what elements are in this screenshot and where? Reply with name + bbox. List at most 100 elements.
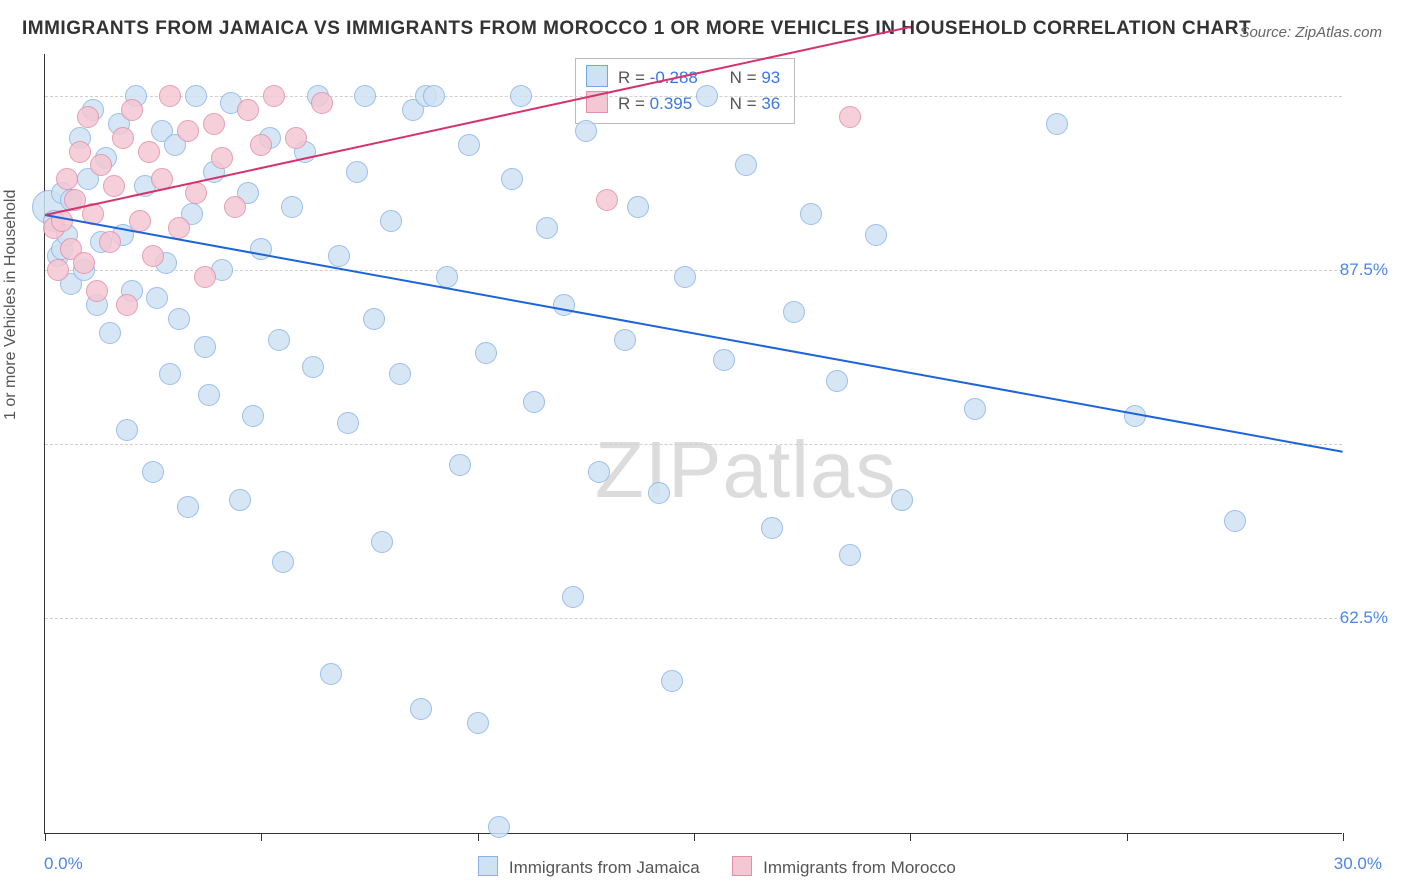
x-tick: [261, 833, 262, 841]
morocco-point: [86, 280, 108, 302]
morocco-point: [129, 210, 151, 232]
morocco-point: [43, 217, 65, 239]
jamaica-point: [783, 301, 805, 323]
y-tick-label: 62.5%: [1340, 608, 1388, 628]
x-tick: [1343, 833, 1344, 841]
jamaica-point: [839, 544, 861, 566]
jamaica-point: [95, 147, 117, 169]
morocco-point: [177, 120, 199, 142]
jamaica-point: [181, 203, 203, 225]
jamaica-point: [198, 384, 220, 406]
morocco-point: [168, 217, 190, 239]
x-tick: [45, 833, 46, 841]
jamaica-point: [237, 182, 259, 204]
jamaica-point: [121, 280, 143, 302]
gridline: [45, 444, 1342, 445]
jamaica-point: [60, 273, 82, 295]
trendline: [45, 214, 1343, 453]
legend-row: R = -0.288N = 93: [586, 65, 780, 91]
jamaica-point: [302, 356, 324, 378]
jamaica-point: [614, 329, 636, 351]
jamaica-point: [1224, 510, 1246, 532]
morocco-point: [112, 127, 134, 149]
morocco-point: [69, 141, 91, 163]
jamaica-point: [800, 203, 822, 225]
jamaica-point: [523, 391, 545, 413]
jamaica-point: [467, 712, 489, 734]
jamaica-point: [159, 363, 181, 385]
jamaica-point: [320, 663, 342, 685]
jamaica-point: [713, 349, 735, 371]
jamaica-point: [281, 196, 303, 218]
jamaica-point: [363, 308, 385, 330]
morocco-point: [99, 231, 121, 253]
jamaica-point: [151, 120, 173, 142]
morocco-point: [237, 99, 259, 121]
jamaica-point: [108, 113, 130, 135]
morocco-point: [60, 238, 82, 260]
morocco-point: [138, 141, 160, 163]
morocco-point: [285, 127, 307, 149]
morocco-swatch: [732, 856, 752, 876]
jamaica-point: [964, 398, 986, 420]
morocco-point: [56, 168, 78, 190]
jamaica-point: [627, 196, 649, 218]
x-tick: [910, 833, 911, 841]
jamaica-legend-label: Immigrants from Jamaica: [509, 858, 700, 877]
jamaica-point: [562, 586, 584, 608]
jamaica-point: [164, 134, 186, 156]
jamaica-point: [272, 551, 294, 573]
jamaica-point: [588, 461, 610, 483]
x-tick: [478, 833, 479, 841]
jamaica-point: [648, 482, 670, 504]
jamaica-point: [346, 161, 368, 183]
morocco-point: [224, 196, 246, 218]
jamaica-point: [229, 489, 251, 511]
jamaica-point: [410, 698, 432, 720]
jamaica-point: [86, 294, 108, 316]
morocco-point: [596, 189, 618, 211]
jamaica-point: [51, 238, 73, 260]
morocco-point: [839, 106, 861, 128]
jamaica-point: [194, 336, 216, 358]
jamaica-point: [337, 412, 359, 434]
source-label: Source: ZipAtlas.com: [1239, 24, 1382, 41]
jamaica-point: [458, 134, 480, 156]
jamaica-point: [90, 231, 112, 253]
jamaica-point: [402, 99, 424, 121]
jamaica-point: [47, 245, 69, 267]
y-axis-label: 1 or more Vehicles in Household: [2, 190, 20, 420]
morocco-point: [185, 182, 207, 204]
jamaica-point: [268, 329, 290, 351]
jamaica-point: [735, 154, 757, 176]
morocco-point: [90, 154, 112, 176]
jamaica-point: [1046, 113, 1068, 135]
jamaica-point: [242, 405, 264, 427]
watermark: ZIPatlas: [595, 424, 896, 516]
jamaica-point: [99, 322, 121, 344]
chart-title: IMMIGRANTS FROM JAMAICA VS IMMIGRANTS FR…: [22, 18, 1251, 40]
jamaica-swatch: [478, 856, 498, 876]
plot-area: ZIPatlas R = -0.288N = 93R = 0.395N = 36: [44, 54, 1342, 834]
gridline: [45, 270, 1342, 271]
jamaica-point: [475, 342, 497, 364]
jamaica-point: [389, 363, 411, 385]
jamaica-point: [116, 419, 138, 441]
jamaica-point: [328, 245, 350, 267]
jamaica-point: [56, 224, 78, 246]
morocco-point: [121, 99, 143, 121]
jamaica-point: [168, 308, 190, 330]
jamaica-point: [488, 816, 510, 838]
jamaica-point: [82, 99, 104, 121]
morocco-point: [142, 245, 164, 267]
jamaica-point: [826, 370, 848, 392]
y-tick-label: 87.5%: [1340, 260, 1388, 280]
morocco-legend-label: Immigrants from Morocco: [763, 858, 956, 877]
jamaica-point: [661, 670, 683, 692]
jamaica-point: [259, 127, 281, 149]
series-legend: Immigrants from Jamaica Immigrants from …: [0, 856, 1406, 878]
gridline: [45, 618, 1342, 619]
x-tick: [1127, 833, 1128, 841]
morocco-point: [203, 113, 225, 135]
jamaica-point: [501, 168, 523, 190]
